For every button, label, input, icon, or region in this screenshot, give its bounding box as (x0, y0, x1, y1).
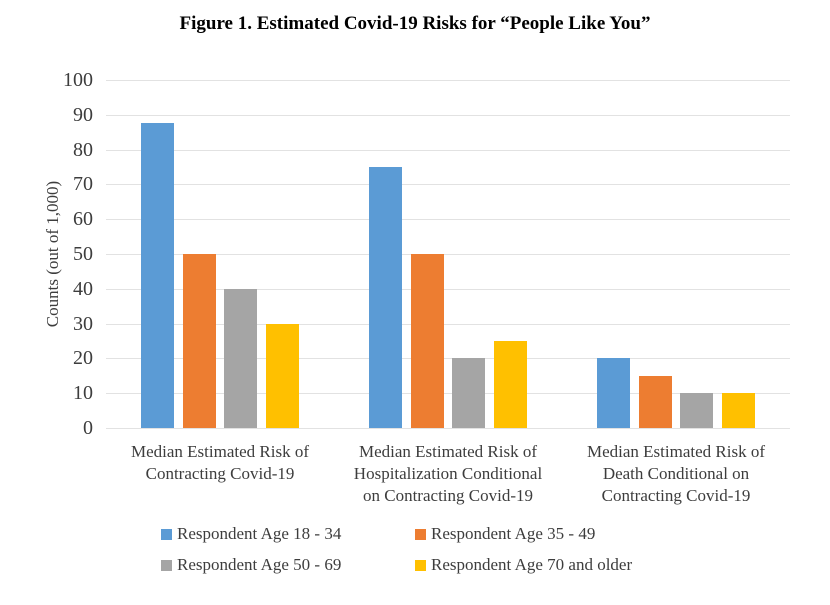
y-tick-label: 80 (73, 138, 93, 161)
bar-cat2-series1 (369, 167, 402, 428)
legend-item: Respondent Age 18 - 34 (161, 523, 341, 545)
legend-item: Respondent Age 50 - 69 (161, 554, 341, 576)
y-tick-label: 20 (73, 347, 93, 370)
bar-cat2-series3 (452, 358, 485, 428)
y-tick-label: 50 (73, 243, 93, 265)
y-tick-label: 30 (73, 312, 93, 335)
bar-cat3-series4 (722, 393, 755, 428)
y-tick-label: 60 (73, 208, 93, 231)
bar-cat2-series2 (411, 254, 444, 428)
bar-cat3-series1 (597, 358, 630, 428)
bar-cat1-series2 (183, 254, 216, 428)
gridline (106, 150, 790, 151)
gridline (106, 80, 790, 81)
figure-title: Figure 1. Estimated Covid-19 Risks for “… (179, 13, 651, 34)
gridline (106, 324, 790, 325)
y-tick-label: 90 (73, 103, 93, 126)
x-category-label: Median Estimated Risk of Death Condition… (586, 442, 765, 505)
y-tick-label: 100 (63, 69, 93, 91)
bar-cat2-series4 (494, 341, 527, 428)
plot-area (106, 80, 790, 429)
y-tick-label: 10 (73, 382, 93, 405)
legend-item: Respondent Age 35 - 49 (415, 523, 595, 545)
legend-swatch-icon (415, 528, 426, 540)
bar-cat3-series2 (639, 376, 672, 428)
legend-label: Respondent Age 50 - 69 (177, 555, 342, 574)
x-category-label: Median Estimated Risk of Contracting Cov… (130, 442, 309, 483)
bar-cat1-series3 (224, 289, 257, 428)
legend-swatch-icon (161, 528, 172, 540)
legend-label: Respondent Age 70 and older (431, 555, 633, 574)
bar-cat1-series4 (266, 324, 299, 428)
y-tick-label: 70 (73, 173, 93, 196)
gridline (106, 289, 790, 290)
gridline (106, 115, 790, 116)
gridline (106, 184, 790, 185)
legend-label: Respondent Age 35 - 49 (431, 524, 596, 543)
legend-swatch-icon (415, 559, 426, 571)
legend-item: Respondent Age 70 and older (415, 554, 632, 576)
x-category-label: Median Estimated Risk of Hospitalization… (353, 442, 543, 505)
y-tick-label: 40 (73, 277, 93, 300)
gridline (106, 393, 790, 394)
bar-cat3-series3 (680, 393, 713, 428)
y-tick-label: 0 (83, 417, 93, 439)
gridline (106, 254, 790, 255)
legend-swatch-icon (161, 559, 172, 571)
legend-label: Respondent Age 18 - 34 (177, 524, 342, 543)
gridline (106, 358, 790, 359)
gridline (106, 219, 790, 220)
gridline (106, 428, 790, 429)
bar-cat1-series1 (141, 123, 174, 428)
